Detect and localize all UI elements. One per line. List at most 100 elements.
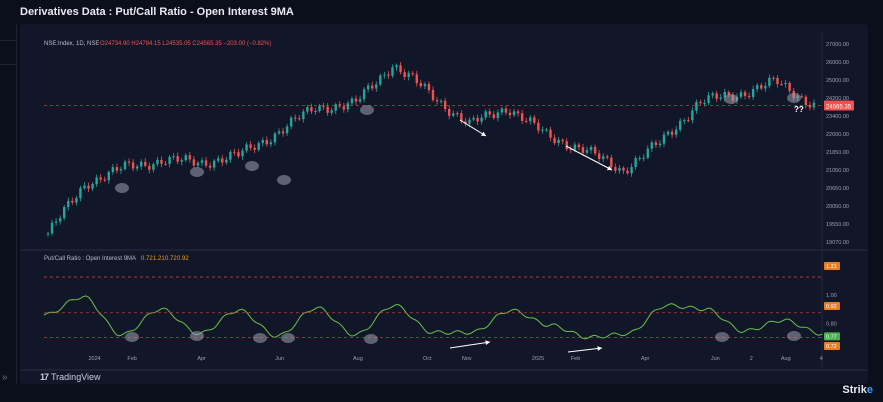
candle-body [800,96,803,98]
candle-body [772,77,775,79]
price-axis-tick: 20650.00 [826,186,849,192]
candle-body [683,120,686,122]
pcr-axis-tag [824,332,840,341]
x-axis-tick: Nov [462,356,472,362]
candle-body [196,162,200,166]
candle-body [233,151,236,153]
candle-body [541,129,544,131]
candle-body [383,74,386,76]
candle-body [618,167,621,171]
candle-body [294,117,297,119]
candle-body [472,117,475,120]
pcr-axis-tick: 0.77 [826,334,837,340]
candle-body [565,141,568,150]
candle-body [289,117,293,127]
candle-body [306,107,309,112]
candle-body [285,126,289,134]
highlight-circle [190,331,204,341]
candle-body [148,165,151,170]
candle-body [589,146,593,151]
candle-body [156,159,159,165]
axes: 27000.00 26000.00 25000.00 24200.00 23400.00… [88,42,848,362]
candle-body [188,155,192,160]
candle-body [711,93,714,96]
candle-body [95,177,98,185]
candle-body [626,170,629,174]
candle-body [780,84,783,86]
candle-body [379,75,382,85]
pcr-axis-tick: 0.80 [826,322,837,328]
tradingview-logo-icon: 17 [40,372,49,382]
candle-body [525,120,528,122]
trend-arrow [567,347,603,353]
candle-body [703,102,706,104]
candle-body [83,185,86,189]
candle-body [452,113,455,116]
candle-body [277,131,281,134]
price-axis-tick: 26000.00 [826,60,849,66]
pcr-legend-value: 0.92 [177,256,189,262]
candle-body [212,160,216,168]
candle-body [500,108,504,113]
x-axis-tick: Feb [571,356,580,362]
candle-body [747,95,751,97]
candle-body [488,111,491,115]
highlight-circle [125,332,139,342]
arrow-head-icon [485,340,490,346]
candle-body [131,162,135,169]
candle-body [456,113,459,115]
tradingview-watermark: 17 TradingView [40,372,101,382]
candle-body [650,142,654,149]
candle-body [756,85,759,90]
candle-body [460,113,463,122]
candle-body [512,111,516,116]
expand-chevron-icon[interactable]: » [2,372,8,383]
candle-body [127,161,131,163]
candle-body [557,139,560,144]
price-axis-tick: 22600.00 [826,132,849,138]
candle-body [602,156,605,159]
candle-body [192,159,196,166]
candle-body [79,188,82,199]
trend-arrow [449,341,491,349]
candle-body [646,148,649,158]
candle-body [662,134,666,144]
highlight-circle [360,105,374,115]
candle-body [63,207,66,219]
candle-body [322,105,325,107]
pcr-plot [43,276,823,340]
candle-body [362,89,366,100]
candle-body [265,140,269,145]
candle-body [140,161,143,167]
pcr-axis-tag [824,342,840,350]
candle-body [160,159,163,164]
candle-body [606,156,609,158]
chart-svg: NSE:Index, 1D, NSE O24734.90 H24784.15 L… [20,32,868,371]
price-legend-ohlc: O24734.90 H24784.15 L24535.05 C24565.35 … [100,41,271,47]
candle-body [666,131,670,135]
candle-body [395,65,398,68]
candle-body [423,83,427,87]
candle-body [366,85,370,90]
price-axis-tick: 21050.00 [826,168,849,174]
highlight-circle [787,331,801,341]
price-axis-tick: 23400.00 [826,114,849,120]
candle-body [658,143,662,146]
candle-body [743,92,747,96]
candle-body [111,167,115,173]
candle-body [261,140,264,144]
candle-body [561,139,564,142]
candle-body [358,99,362,102]
candle-body [630,167,633,174]
candle-body [427,83,431,91]
candle-body [593,146,597,154]
candle-body [399,65,402,73]
highlight-circle [277,175,291,185]
x-axis-tick: 2025 [532,356,544,362]
pcr-legend-value: 0.72 [141,256,153,262]
price-axis-tick: 27000.00 [826,42,849,48]
candle-body [784,82,787,85]
candle-body [269,142,273,145]
x-axis-tick: Jun [711,356,720,362]
candle-body [103,179,106,181]
